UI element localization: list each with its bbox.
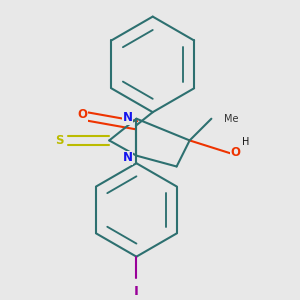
Text: N: N [123, 151, 133, 164]
Text: H: H [242, 136, 250, 146]
Text: S: S [55, 134, 64, 147]
Text: O: O [77, 108, 87, 121]
Text: N: N [123, 111, 133, 124]
Text: O: O [230, 146, 240, 159]
Text: I: I [134, 285, 139, 298]
Text: Me: Me [224, 114, 239, 124]
